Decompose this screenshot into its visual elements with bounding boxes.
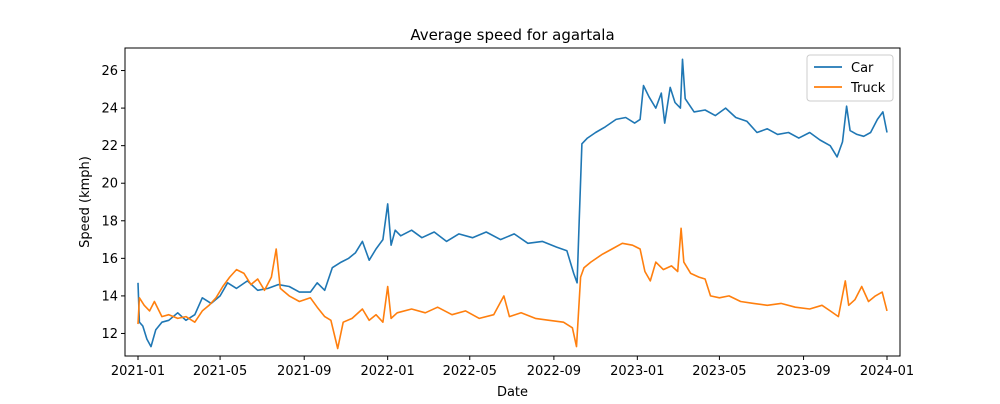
x-tick-label: 2022-09	[527, 364, 581, 379]
y-tick-label: 24	[101, 102, 118, 117]
legend: Car Truck	[806, 54, 894, 102]
x-tick-label: 2021-09	[277, 364, 331, 379]
y-tick-label: 16	[101, 252, 118, 267]
series-line-car	[137, 58, 888, 348]
series-line-truck	[137, 227, 888, 350]
y-tick-label: 12	[101, 327, 118, 342]
x-tick-label: 2023-01	[610, 364, 664, 379]
plot-frame	[124, 47, 901, 357]
y-tick-label: 18	[101, 214, 118, 229]
x-tick-label: 2022-05	[443, 364, 497, 379]
chart-title: Average speed for agartala	[410, 26, 614, 44]
x-tick-label: 2024-01	[860, 364, 914, 379]
y-axis-label: Speed (kmph)	[78, 156, 93, 248]
x-tick-label: 2021-05	[193, 364, 247, 379]
x-axis: 2021-01 2021-05 2021-09 2022-01 2022-05 2022-…	[111, 356, 914, 379]
x-tick-label: 2021-01	[111, 364, 165, 379]
legend-label-car: Car	[851, 61, 874, 76]
x-tick-label: 2023-09	[776, 364, 830, 379]
x-tick-label: 2022-01	[361, 364, 415, 379]
y-tick-label: 14	[101, 289, 118, 304]
x-axis-label: Date	[497, 385, 528, 400]
legend-label-truck: Truck	[850, 81, 886, 96]
y-tick-label: 20	[101, 177, 118, 192]
y-axis: 12 14 16 18 20 22 24 26	[101, 64, 125, 342]
x-tick-label: 2023-05	[692, 364, 746, 379]
y-tick-label: 26	[101, 64, 118, 79]
y-tick-label: 22	[101, 139, 118, 154]
series-layer	[137, 58, 888, 350]
